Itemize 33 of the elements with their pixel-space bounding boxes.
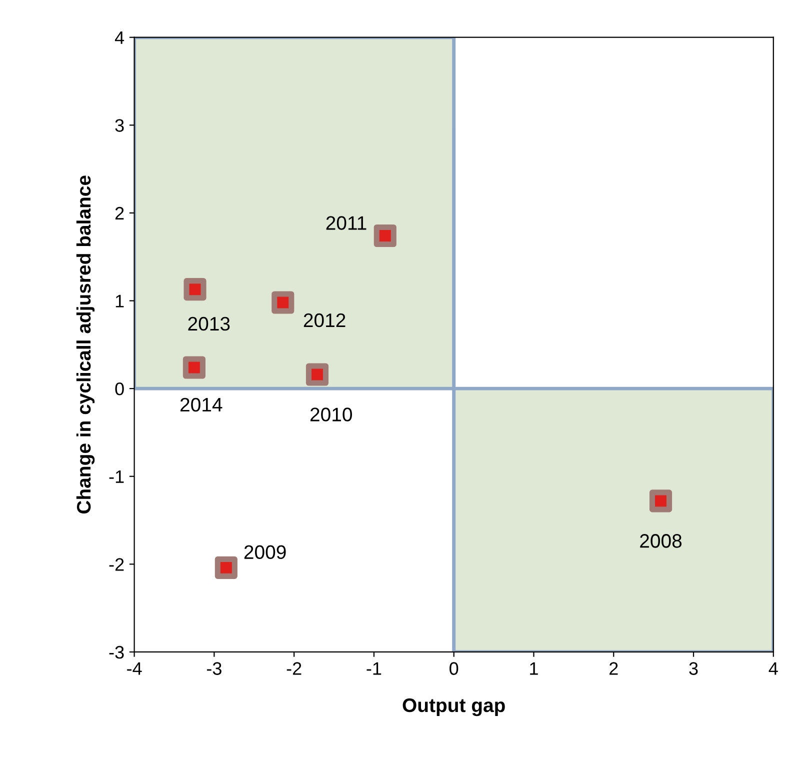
x-tick-label: 2 (610, 662, 618, 675)
point (184, 278, 206, 301)
x-tick-label: 4 (768, 662, 778, 675)
y-tick-label: 0 (115, 382, 124, 396)
annotation: 2010 (310, 408, 352, 422)
x-tick-label: -2 (286, 662, 302, 675)
y-tick-label: -3 (109, 646, 124, 659)
point (374, 224, 396, 248)
annotation: 2013 (188, 316, 230, 331)
y-tick-label: 1 (116, 294, 124, 308)
y-tick-label: 2 (115, 206, 124, 220)
point (214, 556, 238, 579)
annotation: 2009 (244, 545, 286, 560)
point (182, 356, 206, 379)
annotation: 2012 (304, 313, 346, 328)
y-tick-label: -2 (109, 558, 124, 571)
point (272, 291, 294, 314)
x-tick-label: 0 (450, 662, 458, 675)
annotation: 2014 (180, 398, 222, 412)
y-tick-label: -1 (109, 470, 124, 483)
x-tick-label: -4 (127, 662, 142, 675)
annotation: 2008 (640, 534, 682, 548)
annotation: 2011 (326, 216, 366, 230)
x-tick-label: 1 (530, 662, 538, 675)
x-tick-label: 3 (689, 662, 698, 675)
x-tick-label: -1 (366, 662, 382, 675)
point (649, 490, 672, 512)
x-tick-label: -3 (206, 662, 222, 675)
point (306, 363, 329, 386)
y-axis-title: Change in cyclicall adjusred balance (76, 176, 95, 514)
y-tick-label: 3 (115, 119, 124, 132)
x-axis-title: Output gap (402, 698, 505, 716)
y-tick-label: 4 (114, 31, 124, 44)
